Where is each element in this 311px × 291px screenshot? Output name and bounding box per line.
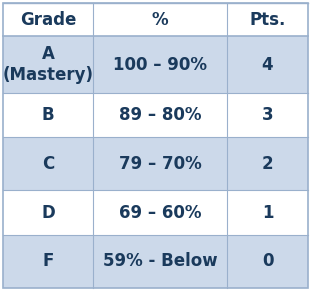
- Text: A
(Mastery): A (Mastery): [2, 45, 94, 84]
- Text: Pts.: Pts.: [249, 11, 286, 29]
- Text: F: F: [42, 252, 54, 270]
- Text: 4: 4: [262, 56, 273, 74]
- Text: B: B: [42, 106, 54, 124]
- Text: 0: 0: [262, 252, 273, 270]
- Text: 100 – 90%: 100 – 90%: [113, 56, 207, 74]
- Bar: [3, 3, 308, 36]
- Bar: [3, 93, 308, 137]
- Bar: [3, 235, 308, 288]
- Text: 59% - Below: 59% - Below: [103, 252, 217, 270]
- Text: Grade: Grade: [20, 11, 76, 29]
- Bar: [3, 190, 308, 235]
- Text: 1: 1: [262, 204, 273, 221]
- Text: 3: 3: [262, 106, 273, 124]
- Text: 69 – 60%: 69 – 60%: [119, 204, 201, 221]
- Text: 89 – 80%: 89 – 80%: [119, 106, 201, 124]
- Text: D: D: [41, 204, 55, 221]
- Bar: [3, 137, 308, 190]
- Bar: [3, 36, 308, 93]
- Text: %: %: [152, 11, 168, 29]
- Text: 2: 2: [262, 155, 273, 173]
- Text: 79 – 70%: 79 – 70%: [119, 155, 202, 173]
- Text: C: C: [42, 155, 54, 173]
